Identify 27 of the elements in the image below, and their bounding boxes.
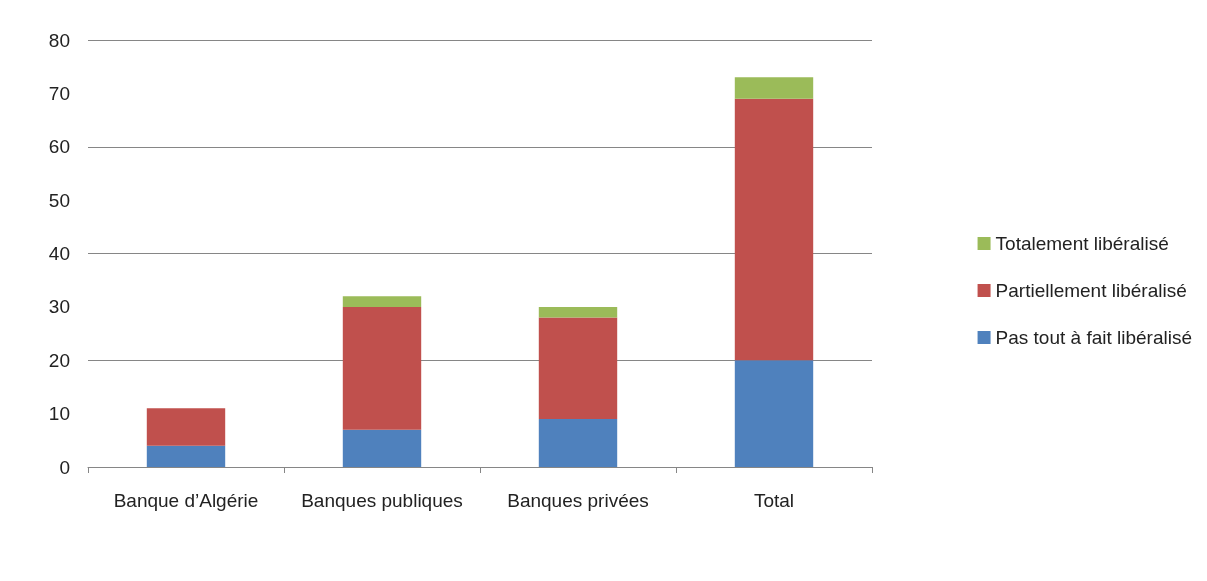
bar [146,445,226,467]
bar [538,306,618,318]
bar [342,306,422,430]
y-tick-label: 20 [48,349,70,371]
bar [734,77,814,99]
bar [734,98,814,361]
bar [342,429,422,467]
legend-label: Totalement libéralisé [995,233,1169,254]
x-tick-label: Total [753,489,795,511]
x-tick-label: Banques publiques [301,489,463,511]
y-tick-label: 0 [59,456,70,478]
y-tick-label: 30 [48,296,70,318]
x-tick-label: Banques privées [507,489,649,511]
legend-label: Pas tout à fait libéralisé [995,327,1193,348]
y-tick-label: 40 [48,243,70,264]
bar [146,408,226,446]
y-tick-label: 60 [48,136,70,158]
legend-label: Partiellement libéralisé [995,280,1187,301]
x-tick-label: Banque d’Algérie [113,489,259,511]
bar [538,317,618,419]
y-tick-label: 50 [48,189,70,211]
bar [342,296,422,307]
y-tick-label: 10 [48,403,70,425]
y-tick-label: 70 [48,82,70,104]
bar [734,360,814,467]
bar [538,418,618,467]
y-tick-label: 80 [48,29,70,51]
